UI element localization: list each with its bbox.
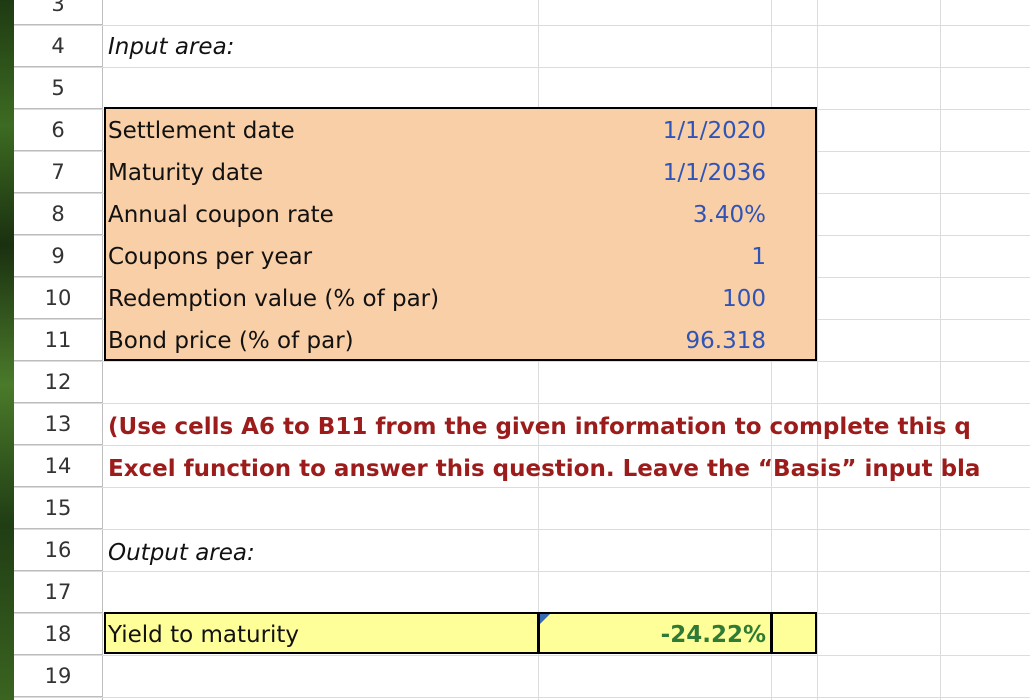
row-number[interactable]: 19 (14, 655, 102, 697)
row-16[interactable]: 16 (14, 529, 1030, 572)
row-number[interactable]: 18 (14, 613, 102, 655)
row-3[interactable]: 3 (14, 0, 1030, 26)
row-17[interactable]: 17 (14, 571, 1030, 614)
row-number[interactable]: 10 (14, 277, 102, 319)
row-14[interactable]: 14 (14, 445, 1030, 488)
row-number[interactable]: 12 (14, 361, 102, 403)
row-4[interactable]: 4 (14, 25, 1030, 68)
output-label-cell[interactable] (104, 612, 539, 654)
row-13[interactable]: 13 (14, 403, 1030, 446)
input-value-settlement-date[interactable]: 1/1/2020 (662, 118, 766, 144)
input-value-maturity-date[interactable]: 1/1/2036 (662, 160, 766, 186)
row-number[interactable]: 9 (14, 235, 102, 277)
input-label-maturity-date[interactable]: Maturity date (108, 160, 264, 186)
row-11[interactable]: 11 (14, 319, 1030, 362)
row-18[interactable]: 18 (14, 613, 1030, 656)
input-area-label[interactable]: Input area: (108, 34, 235, 60)
output-value-yield-to-maturity[interactable]: -24.22% (660, 622, 766, 648)
input-label-redemption-value[interactable]: Redemption value (% of par) (108, 286, 440, 312)
input-value-annual-coupon-rate[interactable]: 3.40% (692, 202, 766, 228)
input-label-bond-price[interactable]: Bond price (% of par) (108, 328, 354, 354)
row-number[interactable]: 16 (14, 529, 102, 571)
row-number[interactable]: 13 (14, 403, 102, 445)
input-area-range[interactable] (104, 107, 817, 361)
row-number[interactable]: 8 (14, 193, 102, 235)
row-number[interactable]: 11 (14, 319, 102, 361)
row-number[interactable]: 4 (14, 25, 102, 67)
row-19[interactable]: 19 (14, 655, 1030, 698)
input-value-coupons-per-year[interactable]: 1 (751, 244, 766, 270)
input-value-bond-price[interactable]: 96.318 (685, 328, 766, 354)
input-label-settlement-date[interactable]: Settlement date (108, 118, 295, 144)
row-5[interactable]: 5 (14, 67, 1030, 110)
instruction-note-line-2[interactable]: Excel function to answer this question. … (108, 456, 981, 482)
row-number[interactable]: 3 (14, 0, 102, 25)
row-header-column (14, 0, 103, 700)
output-value-cell[interactable] (538, 612, 772, 654)
output-area-label[interactable]: Output area: (108, 540, 255, 566)
instruction-note-line-1[interactable]: (Use cells A6 to B11 from the given info… (108, 414, 971, 440)
column-divider-d (817, 0, 818, 700)
row-number[interactable]: 15 (14, 487, 102, 529)
column-divider-e (940, 0, 941, 700)
row-number[interactable]: 7 (14, 151, 102, 193)
input-label-coupons-per-year[interactable]: Coupons per year (108, 244, 313, 270)
row-12[interactable]: 12 (14, 361, 1030, 404)
row-number[interactable]: 6 (14, 109, 102, 151)
input-value-redemption-value[interactable]: 100 (722, 286, 766, 312)
row-15[interactable]: 15 (14, 487, 1030, 530)
output-extra-cell[interactable] (771, 612, 817, 654)
formula-indicator-icon (540, 614, 550, 624)
row-number[interactable]: 17 (14, 571, 102, 613)
desktop-background-strip (0, 0, 14, 700)
input-label-annual-coupon-rate[interactable]: Annual coupon rate (108, 202, 334, 228)
output-label-yield-to-maturity[interactable]: Yield to maturity (108, 622, 300, 648)
row-number[interactable]: 5 (14, 67, 102, 109)
row-number[interactable]: 14 (14, 445, 102, 487)
